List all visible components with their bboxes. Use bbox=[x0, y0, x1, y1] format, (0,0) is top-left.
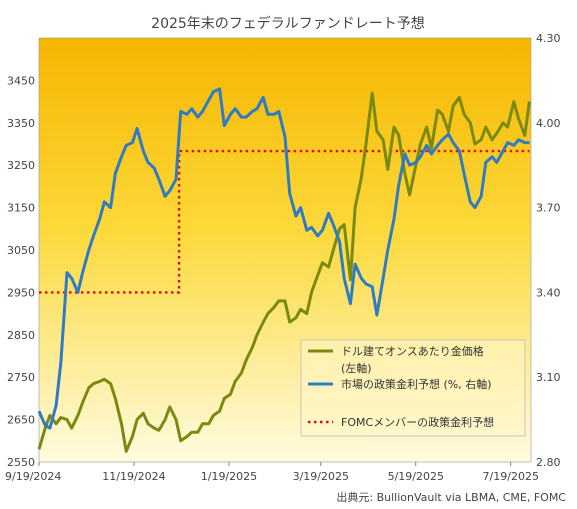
legend-label-market: 市場の政策金利予想 (%, 右軸) bbox=[341, 377, 492, 391]
source-note: 出典元: BullionVault via LBMA, CME, FOMC bbox=[336, 490, 566, 504]
right-axis-ticks: 2.80 3.10 3.40 3.70 4.00 4.30 bbox=[536, 32, 561, 469]
x-tick-label: 3/19/2025 bbox=[293, 470, 349, 483]
right-tick-label: 2.80 bbox=[536, 456, 561, 469]
series-line-fomc bbox=[39, 149, 530, 294]
x-tick-label: 7/19/2025 bbox=[483, 470, 539, 483]
left-tick-label: 3250 bbox=[7, 159, 35, 172]
x-axis-ticks: 9/19/2024 11/19/2024 1/19/2025 3/19/2025 5/1… bbox=[5, 462, 539, 483]
left-tick-label: 2750 bbox=[7, 371, 35, 384]
left-tick-label: 2550 bbox=[7, 456, 35, 469]
legend-label-fomc: FOMCメンバーの政策金利予想 bbox=[341, 415, 494, 429]
right-tick-label: 3.40 bbox=[536, 286, 561, 299]
x-tick-label: 9/19/2024 bbox=[5, 470, 61, 483]
left-tick-label: 3450 bbox=[7, 74, 35, 87]
left-tick-label: 2850 bbox=[7, 329, 35, 342]
left-tick-label: 3050 bbox=[7, 244, 35, 257]
right-tick-label: 4.30 bbox=[536, 32, 561, 45]
legend-label-gold: ドル建てオンスあたり金価格 bbox=[341, 344, 484, 358]
legend-box bbox=[300, 339, 526, 437]
right-tick-label: 3.10 bbox=[536, 371, 561, 384]
chart-title: 2025年末のフェデラルファンドレート予想 bbox=[151, 15, 425, 32]
x-tick-label: 5/19/2025 bbox=[388, 470, 444, 483]
left-tick-label: 3350 bbox=[7, 117, 35, 130]
legend: ドル建てオンスあたり金価格 (左軸) 市場の政策金利予想 (%, 右軸) FOM… bbox=[300, 339, 526, 437]
series-line-market-rate bbox=[37, 87, 530, 430]
x-tick-label: 1/19/2025 bbox=[201, 470, 257, 483]
left-tick-label: 2950 bbox=[7, 286, 35, 299]
right-tick-label: 4.00 bbox=[536, 117, 561, 130]
legend-label-gold-axis: (左軸) bbox=[341, 361, 372, 375]
left-tick-label: 3150 bbox=[7, 202, 35, 215]
series-line-gold-price bbox=[37, 91, 531, 453]
x-tick-label: 11/19/2024 bbox=[102, 470, 165, 483]
left-axis-ticks: 2550 2650 2750 2850 2950 3050 3150 3250 3350 3450 bbox=[7, 74, 35, 469]
right-tick-label: 3.70 bbox=[536, 202, 561, 215]
left-tick-label: 2650 bbox=[7, 414, 35, 427]
